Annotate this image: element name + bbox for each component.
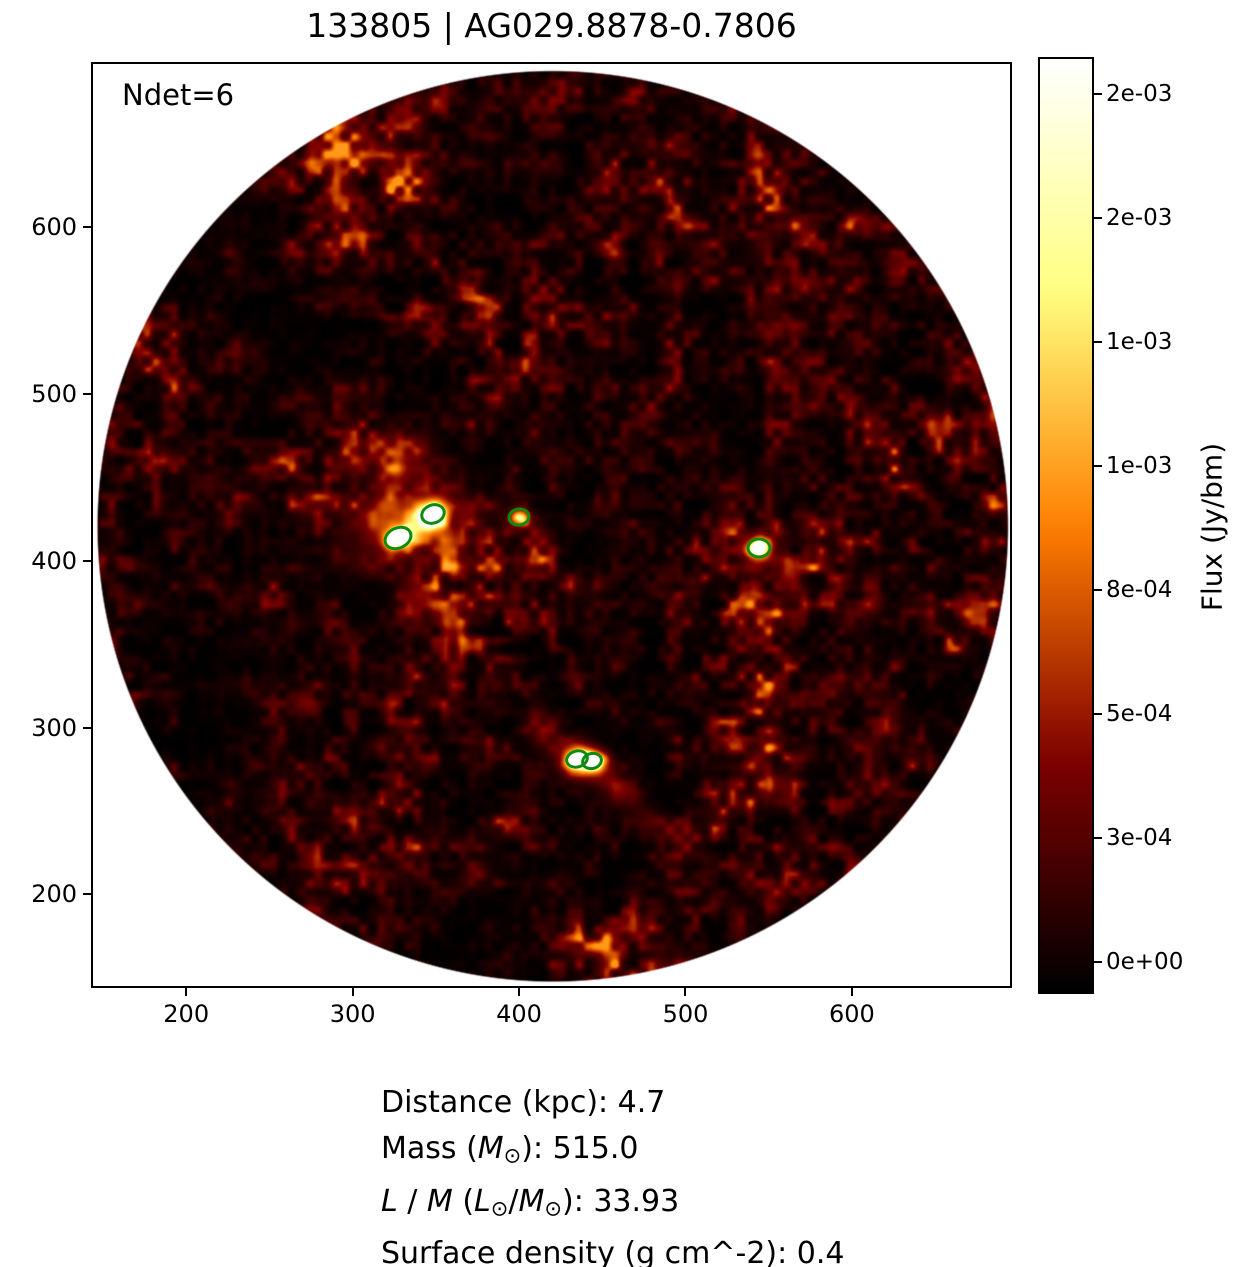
- info-text: (: [452, 1183, 475, 1219]
- x-tick-mark: [518, 988, 521, 996]
- colorbar-tick-mark: [1094, 464, 1102, 467]
- y-tick-label: 400: [31, 546, 77, 575]
- info-text: /: [397, 1183, 427, 1219]
- info-line: Mass (M⊙): 515.0: [381, 1126, 844, 1179]
- colorbar-tick-label: 0e+00: [1106, 949, 1184, 976]
- y-tick-label: 600: [31, 213, 77, 242]
- info-text: Distance (kpc): 4.7: [381, 1085, 666, 1120]
- colorbar-tick-label: 3e-04: [1106, 825, 1173, 852]
- x-tick-mark: [684, 988, 687, 996]
- info-text: L: [474, 1183, 491, 1219]
- info-block: Distance (kpc): 4.7 Mass (M⊙): 515.0 L / M…: [381, 1080, 844, 1267]
- colorbar-tick-mark: [1094, 216, 1102, 219]
- y-tick-mark: [83, 893, 91, 896]
- colorbar-label: Flux (Jy/bm): [1195, 442, 1229, 612]
- x-tick-mark: [850, 988, 853, 996]
- info-text: M: [426, 1183, 453, 1219]
- info-text: ⊙: [544, 1196, 562, 1221]
- page-title: 133805 | AG029.8878-0.7806: [306, 6, 797, 45]
- info-text: /: [508, 1183, 519, 1219]
- x-tick-label: 600: [828, 1000, 875, 1028]
- colorbar-tick-mark: [1094, 961, 1102, 964]
- info-text: Surface density (g cm^-2): 0.4: [381, 1236, 845, 1267]
- x-tick-label: 200: [163, 1000, 210, 1028]
- y-tick-mark: [83, 226, 91, 229]
- y-tick-mark: [83, 559, 91, 562]
- flux-map-canvas: [93, 64, 1010, 986]
- colorbar-tick-mark: [1094, 589, 1102, 592]
- ndet-annotation: Ndet=6: [122, 78, 235, 112]
- info-text: ⊙: [503, 1143, 522, 1168]
- y-tick-label: 300: [31, 713, 77, 742]
- y-tick-label: 500: [31, 380, 77, 409]
- y-tick-mark: [83, 393, 91, 396]
- colorbar-tick-mark: [1094, 92, 1102, 95]
- x-tick-label: 400: [496, 1000, 542, 1028]
- colorbar-tick-mark: [1094, 837, 1102, 840]
- detection-marker: [746, 537, 772, 558]
- info-text: ): 515.0: [521, 1131, 639, 1166]
- colorbar-tick-label: 5e-04: [1106, 701, 1173, 728]
- colorbar-tick-label: 1e-03: [1106, 328, 1173, 355]
- info-text: Mass (: [381, 1131, 478, 1166]
- info-text: ): 33.93: [561, 1183, 680, 1219]
- info-text: ⊙: [490, 1196, 509, 1221]
- plot-area: Ndet=6: [91, 62, 1012, 988]
- info-text: M: [518, 1183, 545, 1219]
- colorbar-tick-label: 8e-04: [1106, 577, 1173, 604]
- x-tick-mark: [185, 988, 188, 996]
- colorbar-tick-label: 2e-03: [1106, 204, 1173, 231]
- colorbar-tick-label: 2e-03: [1106, 80, 1173, 107]
- info-line: L / M (L⊙/M⊙): 33.93: [381, 1179, 844, 1232]
- colorbar: [1038, 57, 1094, 994]
- x-tick-label: 500: [662, 1000, 709, 1028]
- info-line: Distance (kpc): 4.7: [381, 1080, 844, 1126]
- info-text: L: [381, 1183, 398, 1219]
- info-line: Surface density (g cm^-2): 0.4: [381, 1231, 844, 1267]
- colorbar-tick-mark: [1094, 340, 1102, 343]
- info-text: M: [477, 1131, 504, 1166]
- colorbar-tick-mark: [1094, 713, 1102, 716]
- y-tick-mark: [83, 726, 91, 729]
- y-tick-label: 200: [31, 880, 77, 909]
- x-tick-mark: [351, 988, 354, 996]
- colorbar-tick-label: 1e-03: [1106, 452, 1173, 479]
- x-tick-label: 300: [329, 1000, 376, 1028]
